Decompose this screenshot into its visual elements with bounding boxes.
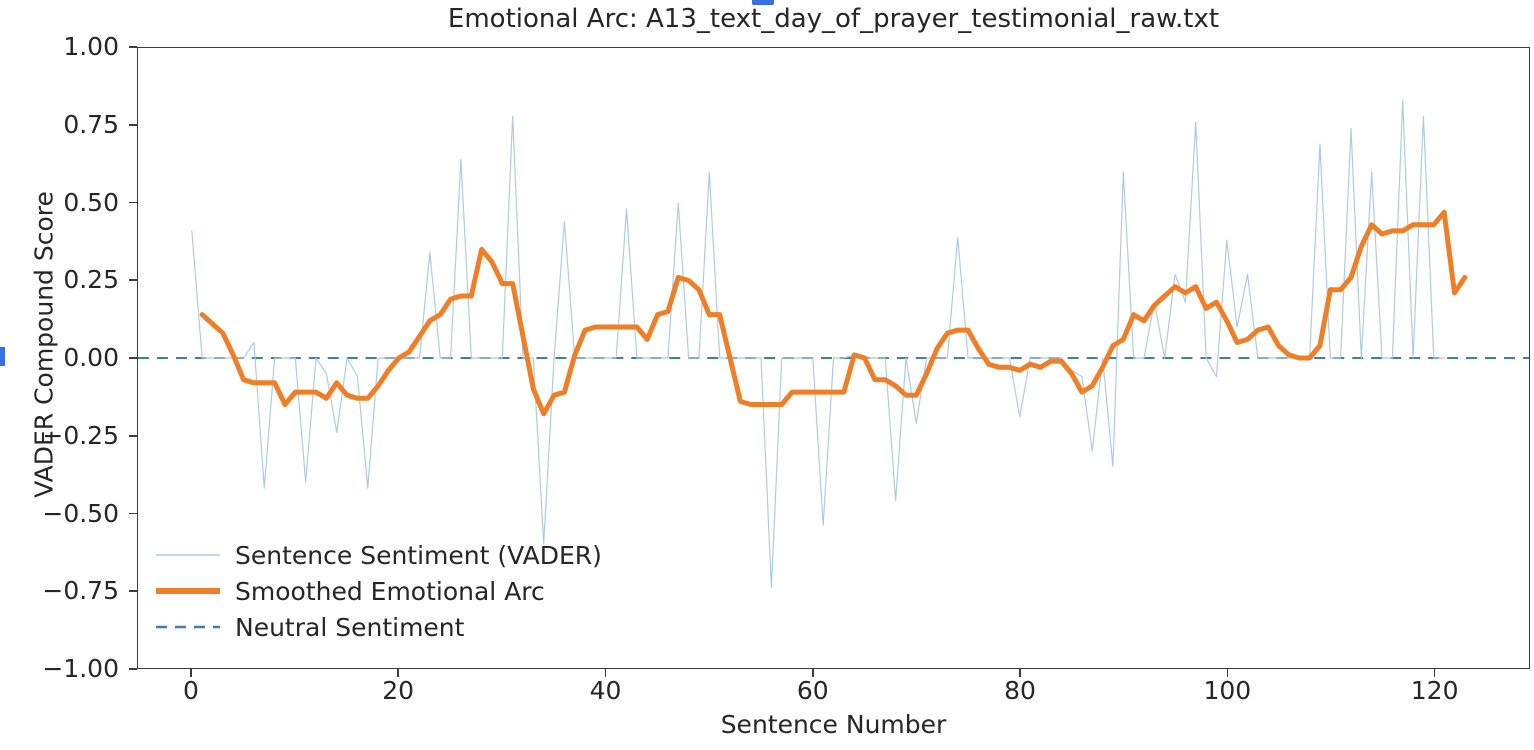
- scroll-artifact-left: [0, 347, 5, 366]
- y-tick-mark: [129, 668, 137, 670]
- x-tick-label: 100: [1203, 676, 1252, 705]
- x-axis-label: Sentence Number: [720, 710, 947, 739]
- y-tick-mark: [129, 512, 137, 515]
- legend-swatch-icon: [155, 580, 221, 602]
- legend-label: Sentence Sentiment (VADER): [235, 540, 602, 570]
- y-tick-label: 0.50: [63, 187, 119, 217]
- legend-label: Smoothed Emotional Arc: [235, 576, 545, 606]
- x-tick-mark: [190, 669, 192, 677]
- scroll-artifact-top: [752, 0, 774, 5]
- y-tick-mark: [129, 279, 137, 282]
- legend-item[interactable]: Neutral Sentiment: [155, 609, 602, 645]
- y-tick-label: −1.00: [42, 654, 119, 683]
- legend-label: Neutral Sentiment: [235, 612, 465, 642]
- plot-svg: [138, 48, 1529, 668]
- x-tick-label: 40: [589, 676, 622, 705]
- y-tick-label: −0.25: [42, 420, 119, 450]
- legend-item[interactable]: Smoothed Emotional Arc: [155, 573, 602, 609]
- legend-swatch-icon: [155, 544, 221, 566]
- x-tick-mark: [397, 669, 399, 677]
- y-tick-label: 0.00: [63, 343, 119, 372]
- chart-legend: Sentence Sentiment (VADER) Smoothed Emoti…: [155, 537, 602, 645]
- sentence-sentiment-line: [192, 101, 1444, 588]
- plot-area: [137, 47, 1530, 669]
- y-tick-mark: [129, 357, 137, 359]
- chart-title: Emotional Arc: A13_text_day_of_prayer_te…: [447, 4, 1220, 34]
- x-tick-mark: [604, 669, 607, 677]
- y-tick-label: 0.75: [63, 109, 119, 139]
- legend-swatch-icon: [155, 616, 221, 638]
- y-tick-label: −0.75: [42, 576, 119, 606]
- smoothed-emotional-arc-line: [202, 212, 1465, 414]
- x-tick-mark: [811, 669, 814, 677]
- x-tick-label: 120: [1410, 676, 1459, 705]
- x-tick-mark: [1433, 669, 1436, 677]
- y-tick-label: 1.00: [63, 32, 119, 61]
- y-tick-mark: [129, 46, 137, 48]
- y-tick-label: 0.25: [63, 265, 119, 295]
- x-tick-label: 80: [1004, 676, 1036, 705]
- x-tick-mark: [1226, 669, 1229, 677]
- x-tick-label: 60: [796, 676, 829, 705]
- y-tick-label: −0.50: [42, 498, 119, 528]
- y-tick-mark: [129, 590, 137, 593]
- y-tick-mark: [129, 201, 137, 204]
- y-tick-mark: [129, 123, 137, 126]
- x-tick-label: 0: [182, 676, 199, 705]
- y-tick-mark: [129, 434, 137, 437]
- legend-item[interactable]: Sentence Sentiment (VADER): [155, 537, 602, 573]
- x-tick-label: 20: [382, 676, 415, 705]
- x-tick-mark: [1019, 669, 1021, 677]
